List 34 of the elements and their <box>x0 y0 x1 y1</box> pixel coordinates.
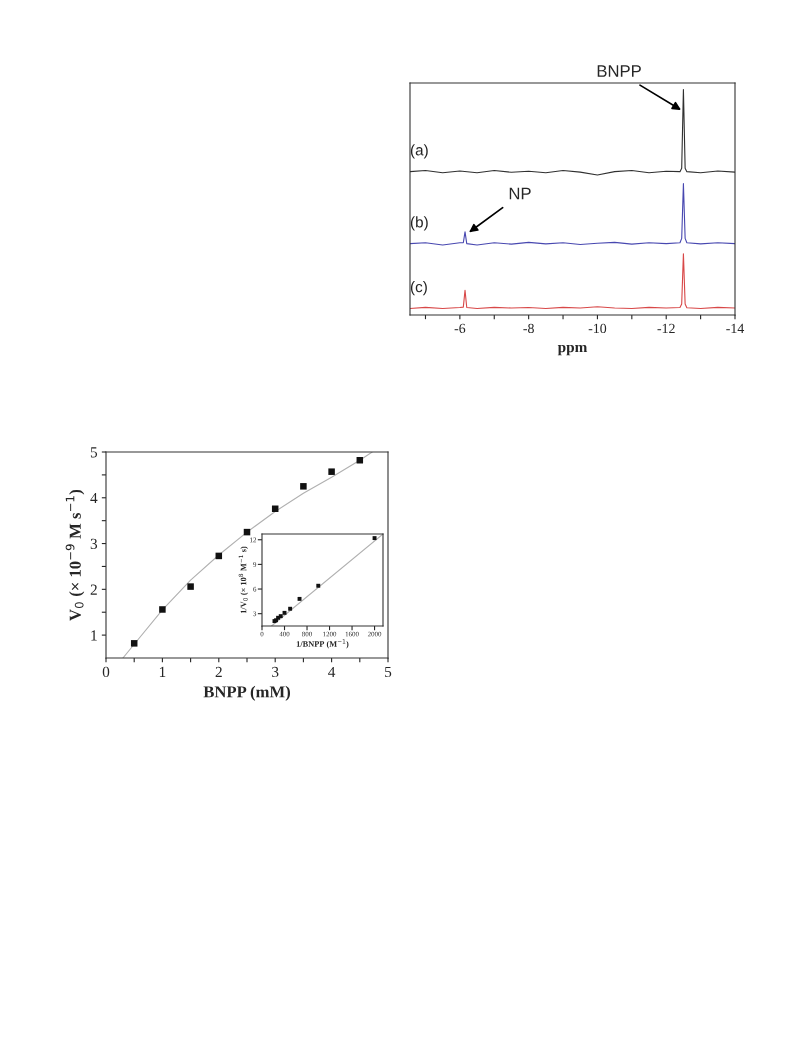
point <box>159 606 166 613</box>
series-label: (c) <box>410 281 427 296</box>
y-tick-label: 2 <box>90 584 97 595</box>
x-tick-label: 4 <box>328 666 336 677</box>
annotation: NP <box>509 187 531 200</box>
point <box>130 640 138 647</box>
series-label: (a) <box>410 144 428 159</box>
point <box>288 606 293 611</box>
y-tick-label: 4 <box>90 493 98 504</box>
point <box>316 583 321 588</box>
point <box>372 536 377 541</box>
y-tick-label: 3 <box>90 538 98 550</box>
annotation: BNPP <box>597 65 641 77</box>
x-tick-label: -12 <box>657 323 675 333</box>
y-axis-title: 1/V$_{0}$ (× 10$^{8}$ M$^{−1}$ s) <box>238 546 248 614</box>
x-tick-label: 5 <box>385 666 392 678</box>
y-tick-label: 5 <box>90 447 98 458</box>
x-tick-label: -14 <box>726 323 745 333</box>
x-axis-title: BNPP (mM) <box>203 685 291 701</box>
x-axis-title: ppm <box>557 344 588 356</box>
point <box>300 483 307 490</box>
x-tick-label: -10 <box>588 323 607 334</box>
x-axis-title: 1/BNPP (M$^{−1}$) <box>296 639 349 649</box>
x-tick-label: -6 <box>454 323 466 334</box>
x-tick-label: -8 <box>523 323 534 334</box>
point <box>297 596 302 601</box>
x-tick-label: 2 <box>215 666 222 677</box>
y-axis-title: V$_{0}$ (× 10$^{−9}$ M s$^{−1}$) <box>65 489 85 621</box>
x-tick-label: 1 <box>159 666 166 677</box>
x-tick-label: 0 <box>102 666 110 678</box>
x-tick-label: 3 <box>272 666 279 678</box>
point <box>187 583 194 590</box>
point <box>328 468 335 475</box>
series-label: (b) <box>410 216 428 231</box>
